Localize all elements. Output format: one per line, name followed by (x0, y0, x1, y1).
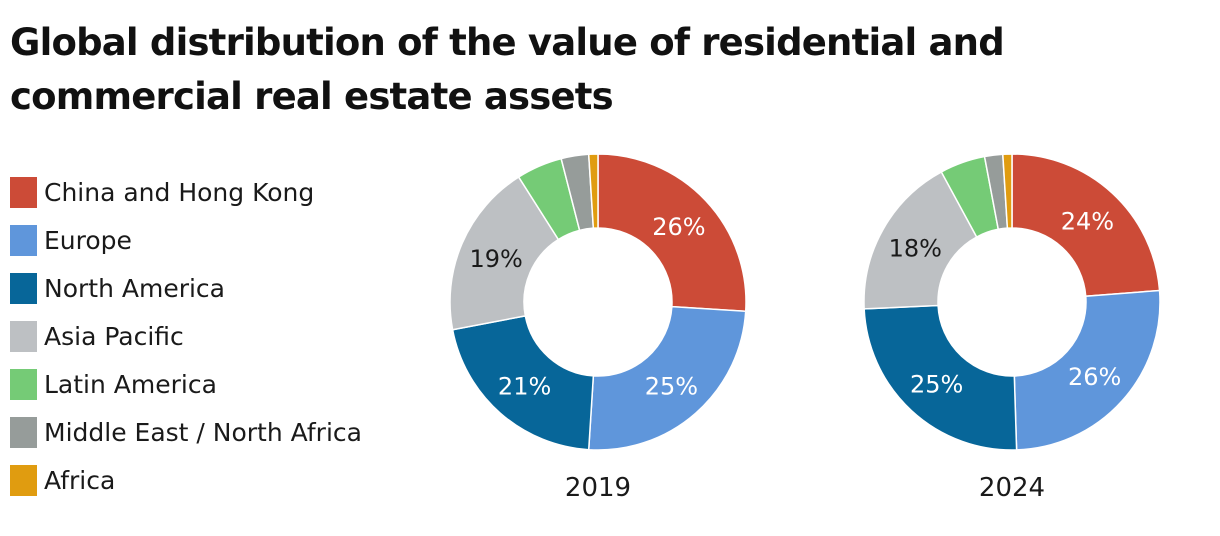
legend-swatch-asia-pacific (10, 320, 37, 352)
slice-2024-north-america (863, 304, 1018, 451)
data-label-2024-china-and-hong-kong: 24% (1061, 208, 1114, 236)
legend-swatch-latin-america (10, 368, 37, 400)
legend-swatch-africa (10, 464, 37, 496)
slice-2024-africa (1002, 153, 1013, 229)
data-label-2024-asia-pacific: 18% (889, 234, 942, 262)
legend-swatch-china-and-hong-kong (10, 176, 37, 208)
data-label-2024-north-america: 25% (910, 370, 963, 398)
legend-item-latin-america: Latin America (10, 360, 362, 408)
legend-item-north-america: North America (10, 264, 362, 312)
data-label-2019-china-and-hong-kong: 26% (652, 213, 705, 241)
legend-item-africa: Africa (10, 456, 362, 504)
legend-item-china-and-hong-kong: China and Hong Kong (10, 168, 362, 216)
legend-item-asia-pacific: Asia Pacific (10, 312, 362, 360)
legend-label-north-america: North America (44, 273, 225, 303)
legend: China and Hong Kong Europe North America… (10, 168, 362, 504)
data-label-2019-asia-pacific: 19% (469, 245, 522, 273)
legend-label-africa: Africa (44, 465, 116, 495)
slice-2024-europe (1013, 289, 1161, 451)
slice-2019-africa (587, 153, 599, 229)
donut-chart-2019: 26% 25% 21% 19% 2019 (449, 153, 747, 503)
slice-2019-china-and-hong-kong (597, 153, 747, 313)
slice-2024-china-and-hong-kong (1011, 153, 1161, 298)
data-label-2024-europe: 26% (1068, 363, 1121, 391)
legend-swatch-europe (10, 224, 37, 256)
chart-year-label-2019: 2019 (565, 473, 631, 503)
legend-swatch-north-america (10, 272, 37, 304)
legend-swatch-middle-east-north-africa (10, 416, 37, 448)
slice-2019-north-america (451, 314, 595, 451)
donut-chart-2024: 24% 26% 25% 18% 2024 (863, 153, 1161, 503)
legend-label-middle-east-north-africa: Middle East / North Africa (44, 417, 362, 447)
data-label-2019-north-america: 21% (498, 372, 551, 400)
slice-2019-europe (587, 305, 747, 451)
legend-label-latin-america: Latin America (44, 369, 217, 399)
legend-label-asia-pacific: Asia Pacific (44, 321, 184, 351)
legend-label-china-and-hong-kong: China and Hong Kong (44, 177, 315, 207)
slice-2024-asia-pacific (863, 170, 978, 310)
slice-2019-asia-pacific (449, 176, 560, 331)
legend-item-europe: Europe (10, 216, 362, 264)
legend-item-middle-east-north-africa: Middle East / North Africa (10, 408, 362, 456)
chart-title: Global distribution of the value of resi… (10, 21, 1005, 118)
chart-year-label-2024: 2024 (979, 473, 1045, 503)
data-label-2019-europe: 25% (645, 372, 698, 400)
legend-label-europe: Europe (44, 225, 132, 255)
